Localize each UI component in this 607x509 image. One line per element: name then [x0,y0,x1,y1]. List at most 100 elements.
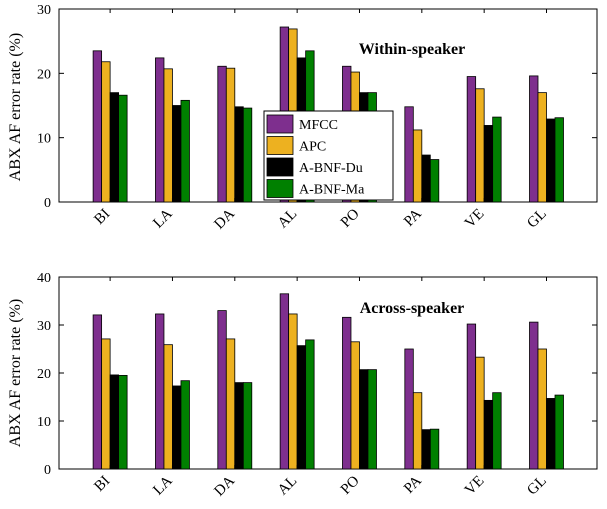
bar-a-bnf-ma-pa [429,159,440,203]
y-axis-ticks-across: 0 10 20 30 40 [37,271,597,478]
legend: MFCC APC A-BNF-Du A-BNF-Ma [263,110,394,201]
bar-mfcc-la [155,57,165,203]
x-tick-label-po: PO [338,473,363,498]
bar-a-bnf-ma-al [305,339,315,470]
bar-mfcc-da [217,310,227,470]
bar-mfcc-ve [466,323,477,470]
bar-a-bnf-du-la [172,105,182,203]
x-tick-label-bi: BI [91,473,113,495]
y-tick-label: 20 [37,67,51,82]
x-tick-label-al: AL [275,206,300,231]
bar-a-bnf-ma-da [242,382,253,470]
y-tick-label: 0 [44,463,51,478]
bar-a-bnf-du-bi [109,374,120,470]
bar-apc-bi [101,61,111,203]
legend-swatch-a-bnf-du [266,157,294,177]
x-tick-label-al: AL [275,473,300,498]
legend-items: MFCC APC A-BNF-Du A-BNF-Ma [266,114,365,198]
bar-apc-la [163,68,173,203]
legend-swatch-apc [266,136,294,155]
bar-mfcc-al [279,293,290,470]
bar-mfcc-bi [92,50,103,203]
bar-a-bnf-du-gl [546,118,556,203]
y-tick-label: 20 [37,367,51,382]
bar-a-bnf-du-gl [546,398,556,470]
bar-a-bnf-ma-bi [118,374,128,470]
bar-a-bnf-du-ve [483,399,494,470]
bar-apc-pa [412,392,423,470]
bar-a-bnf-ma-bi [118,94,128,203]
bar-a-bnf-ma-po [367,369,377,470]
legend-label-a-bnf-du: A-BNF-Du [299,161,363,176]
panel-title-within: Within-speaker [359,41,465,58]
y-tick-label: 10 [37,415,51,430]
bar-apc-al [288,313,298,470]
legend-swatch-mfcc [266,114,294,134]
y-axis-label-across: ABX AF error rate (%) [7,299,24,447]
x-tick-label-la: LA [150,206,176,232]
x-tick-label-la: LA [150,473,176,499]
bar-a-bnf-du-al [296,345,307,470]
x-tick-label-gl: GL [524,473,549,498]
bar-apc-da [225,338,236,470]
x-tick-label-da: DA [211,473,238,500]
x-tick-label-po: PO [338,206,363,231]
bar-mfcc-gl [529,321,539,470]
bar-mfcc-pa [404,348,414,470]
bar-a-bnf-ma-gl [554,117,564,203]
bar-apc-gl [537,92,547,203]
y-tick-label: 30 [37,319,51,334]
bar-apc-pa [412,129,423,203]
y-tick-label: 10 [37,132,51,147]
bar-mfcc-pa [404,106,414,203]
bar-a-bnf-du-pa [421,429,431,470]
bar-mfcc-bi [92,314,103,470]
bar-apc-bi [101,338,111,470]
x-tick-label-pa: PA [401,473,425,497]
plot-frame-across [58,276,598,470]
bar-a-bnf-du-po [359,369,369,470]
bar-apc-gl [537,348,547,470]
y-axis-label-within: ABX AF error rate (%) [7,33,24,181]
bar-apc-la [163,344,173,470]
y-tick-label: 0 [44,196,51,211]
bar-a-bnf-ma-da [242,107,253,203]
bar-a-bnf-du-da [234,106,244,203]
bar-a-bnf-ma-pa [429,428,440,470]
legend-label-a-bnf-ma: A-BNF-Ma [299,183,365,198]
y-tick-label: 30 [37,3,51,18]
x-tick-label-gl: GL [524,206,549,231]
bar-a-bnf-ma-ve [492,116,502,203]
bar-mfcc-gl [529,75,539,203]
bar-a-bnf-du-pa [421,154,431,203]
bar-a-bnf-du-ve [483,125,494,203]
x-tick-label-ve: VE [462,473,487,498]
bar-mfcc-po [342,316,352,470]
legend-label-apc: APC [299,140,326,155]
bar-a-bnf-du-bi [109,92,120,203]
legend-swatch-a-bnf-ma [266,179,294,198]
bar-apc-ve [475,88,485,203]
legend-label-mfcc: MFCC [299,118,338,133]
x-tick-label-bi: BI [91,206,113,228]
x-tick-label-pa: PA [401,206,425,230]
bar-mfcc-la [155,313,165,470]
panel-title-across: Across-speaker [360,300,465,317]
x-tick-label-ve: VE [462,206,487,231]
bar-a-bnf-ma-gl [554,394,564,470]
bar-a-bnf-ma-la [180,380,190,470]
bar-a-bnf-du-da [234,382,244,470]
bar-apc-ve [475,356,485,470]
y-axis-ticks-within: 0 10 20 30 [37,3,597,211]
chart-across-speaker: 0 10 20 30 40 BI LA DA AL PO PA VE GL Across-speake… [7,271,598,500]
bar-mfcc-ve [466,76,477,203]
bar-a-bnf-ma-la [180,99,190,203]
bar-apc-po [350,341,360,470]
bar-a-bnf-du-la [172,385,182,470]
y-tick-label: 40 [37,271,51,286]
bars-across [92,293,564,470]
x-tick-label-da: DA [211,206,238,233]
bar-a-bnf-ma-ve [492,392,502,470]
